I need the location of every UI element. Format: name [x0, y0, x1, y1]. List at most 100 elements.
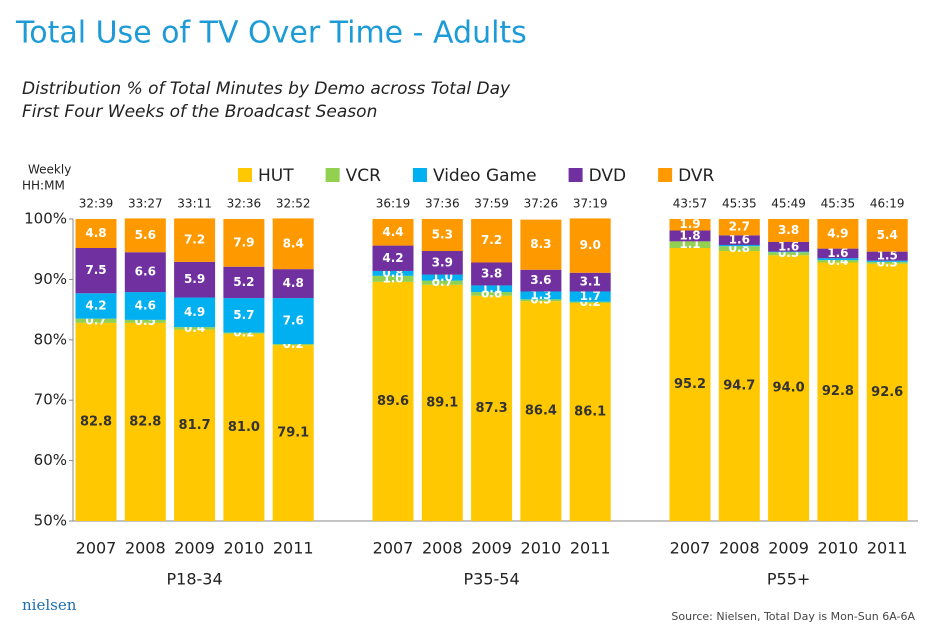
total-label: 45:35: [821, 197, 856, 211]
bar-segment: [421, 251, 463, 275]
data-label: 8.3: [530, 237, 551, 251]
x-tick-label: 2011: [273, 539, 314, 558]
bar-segment: [520, 301, 562, 521]
bar-segment: [866, 263, 908, 521]
bar-segment: [520, 269, 562, 292]
data-label: 5.4: [877, 228, 898, 242]
data-label: 94.7: [723, 379, 755, 394]
x-tick-label: 2007: [76, 539, 117, 558]
x-tick-label: 2010: [224, 539, 265, 558]
bar-segment: [75, 322, 117, 521]
y-tick-label: 50%: [34, 512, 67, 530]
totals-header: HH:MM: [22, 179, 65, 193]
data-label: 8.4: [283, 236, 304, 250]
data-label: 6.6: [135, 265, 156, 279]
x-tick-label: 2010: [818, 539, 859, 558]
bar-segment: [421, 219, 463, 252]
bar-segment: [817, 258, 859, 261]
data-label: 89.1: [426, 395, 458, 410]
data-label: 4.2: [382, 251, 403, 265]
data-label: 5.2: [233, 275, 254, 289]
data-label: 87.3: [476, 401, 508, 416]
bar-segment: [372, 281, 414, 521]
x-tick-label: 2009: [174, 539, 215, 558]
data-label: 92.6: [871, 385, 903, 400]
bar-segment: [124, 319, 166, 323]
bar-segment: [124, 322, 166, 521]
data-label: 3.1: [580, 275, 601, 289]
bar-segment: [866, 219, 908, 252]
y-tick-label: 70%: [34, 391, 67, 409]
total-label: 36:19: [376, 197, 411, 211]
bar-segment: [669, 241, 711, 248]
group-label: P35-54: [464, 570, 520, 589]
data-label: 3.9: [432, 255, 453, 269]
data-label: 7.2: [184, 233, 205, 247]
bar-segment: [669, 230, 711, 242]
bar-segment: [174, 297, 216, 328]
y-tick-label: 100%: [24, 210, 67, 228]
data-label: 5.7: [233, 308, 254, 322]
total-label: 46:19: [870, 197, 905, 211]
total-label: 37:26: [524, 197, 559, 211]
bar-segment: [817, 248, 859, 259]
group-label: P55+: [767, 570, 810, 589]
data-label: 82.8: [80, 414, 112, 429]
bar-segment: [718, 251, 760, 521]
data-label: 5.3: [432, 228, 453, 242]
data-label: 94.0: [773, 381, 805, 396]
bar-segment: [817, 262, 859, 521]
x-tick-label: 2011: [570, 539, 611, 558]
data-label: 81.0: [228, 420, 260, 435]
bar-segment: [569, 302, 611, 521]
data-label: 9.0: [580, 238, 601, 252]
logo: nielsen: [22, 596, 77, 614]
bar-segment: [223, 266, 265, 299]
subtitle: Distribution % of Total Minutes by Demo …: [22, 79, 511, 99]
data-label: 7.2: [481, 233, 502, 247]
data-label: 81.7: [179, 418, 211, 433]
bar-segment: [768, 252, 810, 256]
data-label: 1.6: [827, 246, 848, 260]
x-tick-label: 2008: [125, 539, 166, 558]
bar-segment: [520, 299, 562, 302]
bar-segment: [569, 218, 611, 273]
bar-segment: [471, 219, 513, 263]
bar-segment: [124, 252, 166, 293]
bar-segment: [569, 272, 611, 292]
bar-segment: [174, 327, 216, 330]
data-label: 86.1: [574, 404, 606, 419]
legend-swatch: [325, 168, 340, 182]
data-label: 1.6: [729, 233, 750, 247]
bar-segment: [866, 251, 908, 261]
bar-segment: [817, 219, 859, 249]
legend-swatch: [658, 168, 673, 182]
bar-segment: [520, 291, 562, 300]
total-label: 32:39: [79, 197, 114, 211]
bar-segment: [272, 269, 314, 299]
y-tick-label: 90%: [34, 270, 67, 288]
legend-label: HUT: [258, 166, 294, 186]
y-tick-label: 80%: [34, 330, 67, 348]
bar-segment: [174, 218, 216, 262]
x-tick-label: 2007: [373, 539, 414, 558]
bar-segment: [372, 245, 414, 271]
bar-segment: [421, 274, 463, 281]
data-label: 4.8: [85, 226, 106, 240]
legend-label: Video Game: [433, 166, 537, 186]
x-tick-label: 2008: [422, 539, 463, 558]
bar-segment: [272, 345, 314, 521]
data-label: 4.6: [135, 298, 156, 312]
data-label: 95.2: [674, 377, 706, 392]
bar-segment: [124, 218, 166, 253]
bar-segment: [75, 247, 117, 294]
data-label: 7.5: [85, 263, 106, 277]
total-label: 32:36: [227, 197, 262, 211]
bar-segment: [768, 251, 810, 253]
total-label: 37:36: [425, 197, 460, 211]
subtitle: First Four Weeks of the Broadcast Season: [22, 102, 377, 122]
x-tick-label: 2007: [670, 539, 711, 558]
data-label: 4.8: [283, 276, 304, 290]
bar-segment: [471, 295, 513, 521]
